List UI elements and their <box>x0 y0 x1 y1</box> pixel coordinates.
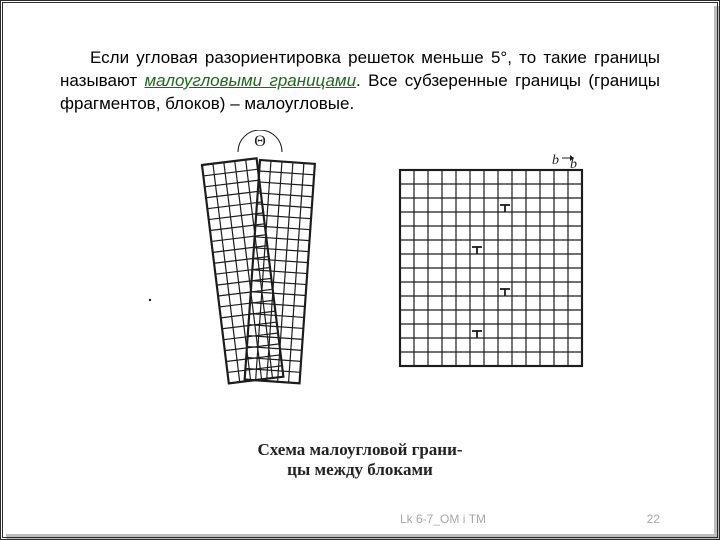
lattice-svg: Θbb <box>110 130 610 430</box>
figure-caption: Схема малоугловой грани- цы между блокам… <box>0 440 720 481</box>
caption-line1: Схема малоугловой грани- <box>257 440 462 459</box>
paragraph: Если угловая разориентировка решеток мен… <box>60 47 660 116</box>
svg-text:b: b <box>552 153 559 168</box>
body-text: Если угловая разориентировка решеток мен… <box>60 30 660 133</box>
footer-source: Lk 6-7_ОМ і ТМ <box>400 512 486 526</box>
page-number: 22 <box>647 512 660 526</box>
figure-diagram: Θbb <box>0 130 720 440</box>
caption-line2: цы между блоками <box>287 460 433 479</box>
emphasis-term: малоугловыми границами <box>144 71 356 90</box>
slide-footer: Lk 6-7_ОМ і ТМ 22 <box>400 512 660 526</box>
svg-text:Θ: Θ <box>254 133 266 150</box>
